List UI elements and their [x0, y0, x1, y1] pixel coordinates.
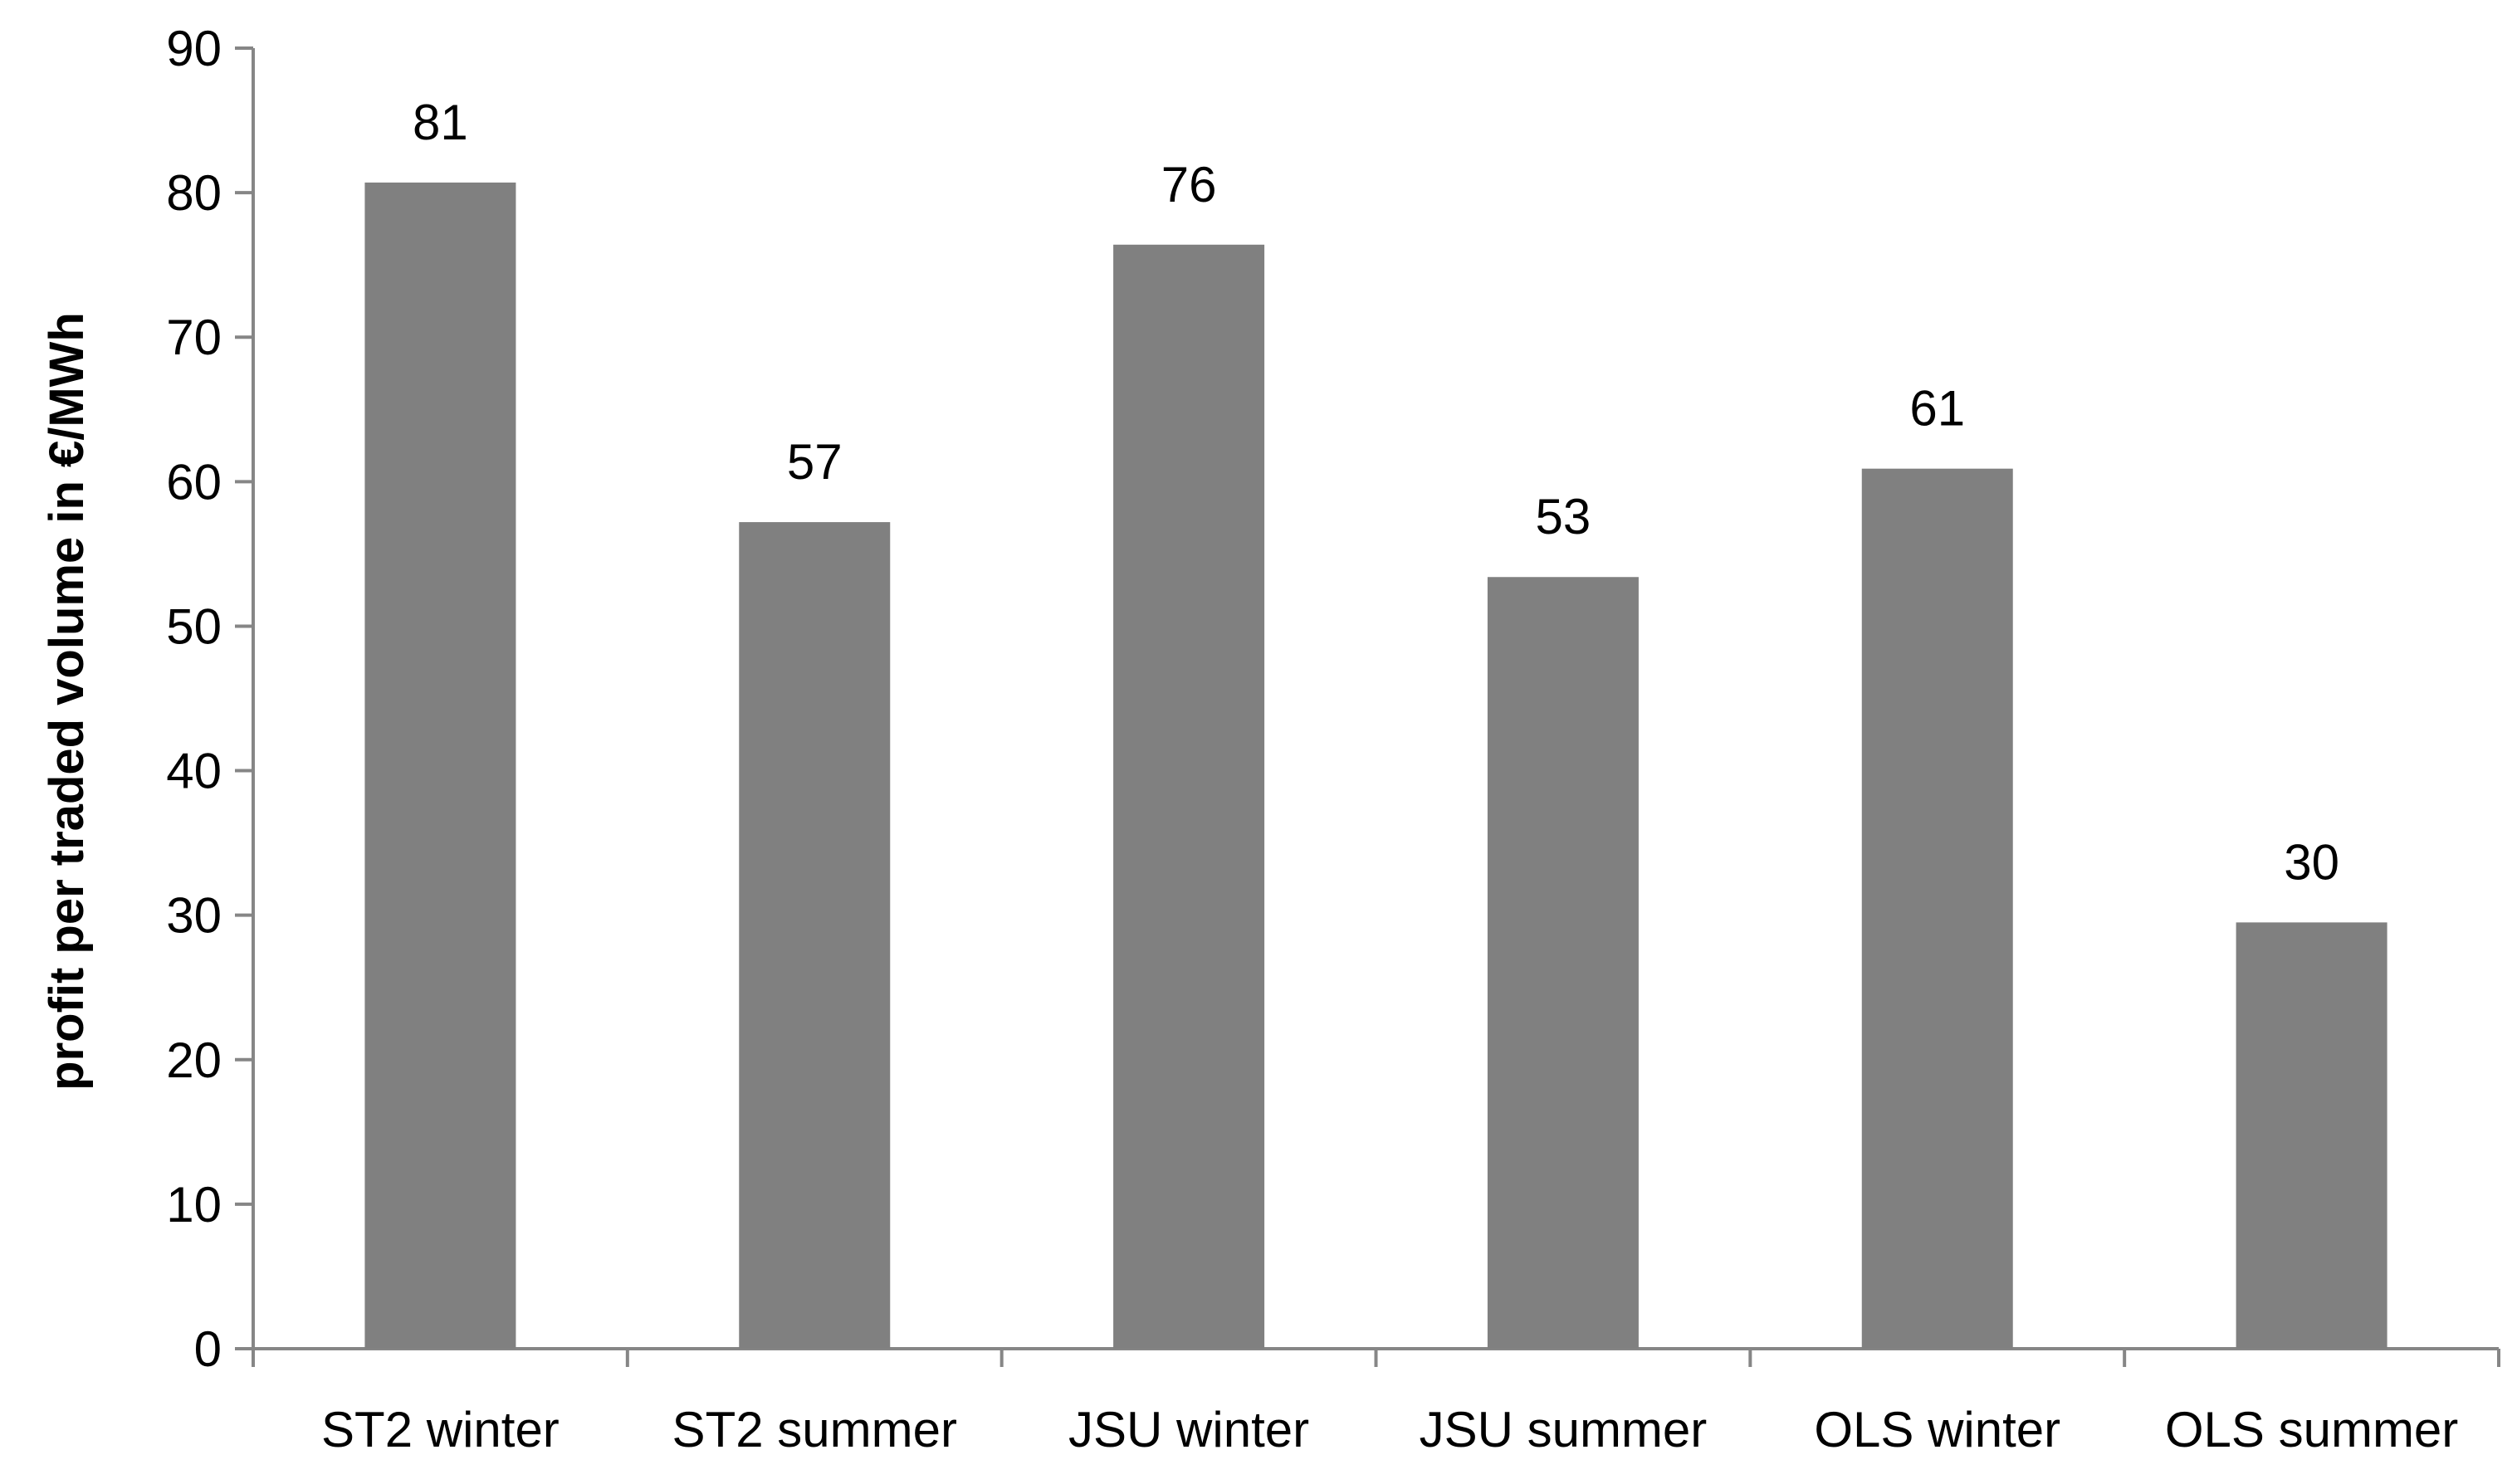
y-tick-label: 80: [166, 165, 222, 221]
y-tick-label: 40: [166, 744, 222, 799]
bar: [1487, 577, 1639, 1349]
y-axis-title: profit per traded volume in €/MWh: [40, 312, 94, 1091]
y-tick-label: 90: [166, 21, 222, 76]
data-label: 81: [413, 95, 468, 150]
y-tick-label: 20: [166, 1032, 222, 1088]
x-tick-label: JSU summer: [1420, 1402, 1708, 1457]
data-label: 53: [1536, 489, 1591, 544]
y-tick-label: 60: [166, 454, 222, 510]
x-tick-label: OLS winter: [1814, 1402, 2060, 1457]
y-tick-label: 70: [166, 310, 222, 365]
bar: [1113, 244, 1265, 1349]
x-tick-label: ST2 winter: [321, 1402, 560, 1457]
bar: [364, 182, 516, 1349]
x-tick-label: OLS summer: [2165, 1402, 2458, 1457]
bar: [1861, 468, 2013, 1349]
y-tick-label: 50: [166, 598, 222, 654]
y-tick-label: 0: [194, 1321, 222, 1377]
y-tick-label: 10: [166, 1177, 222, 1233]
y-tick-label: 30: [166, 888, 222, 944]
x-tick-label: ST2 summer: [672, 1402, 957, 1457]
data-label: 57: [787, 434, 843, 490]
bar: [739, 522, 891, 1349]
bar: [2236, 922, 2387, 1349]
x-tick-label: JSU winter: [1068, 1402, 1309, 1457]
data-label: 61: [1909, 381, 1965, 437]
data-label: 30: [2284, 834, 2339, 890]
data-label: 76: [1161, 157, 1217, 212]
